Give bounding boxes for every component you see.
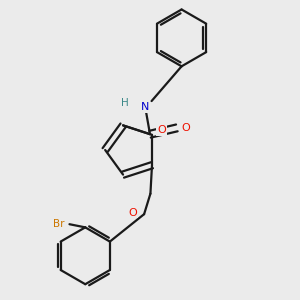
Text: Br: Br [53, 219, 64, 229]
Text: O: O [129, 208, 137, 218]
Text: N: N [141, 102, 149, 112]
Text: O: O [157, 125, 166, 135]
Text: H: H [121, 98, 129, 108]
Text: O: O [181, 123, 190, 133]
